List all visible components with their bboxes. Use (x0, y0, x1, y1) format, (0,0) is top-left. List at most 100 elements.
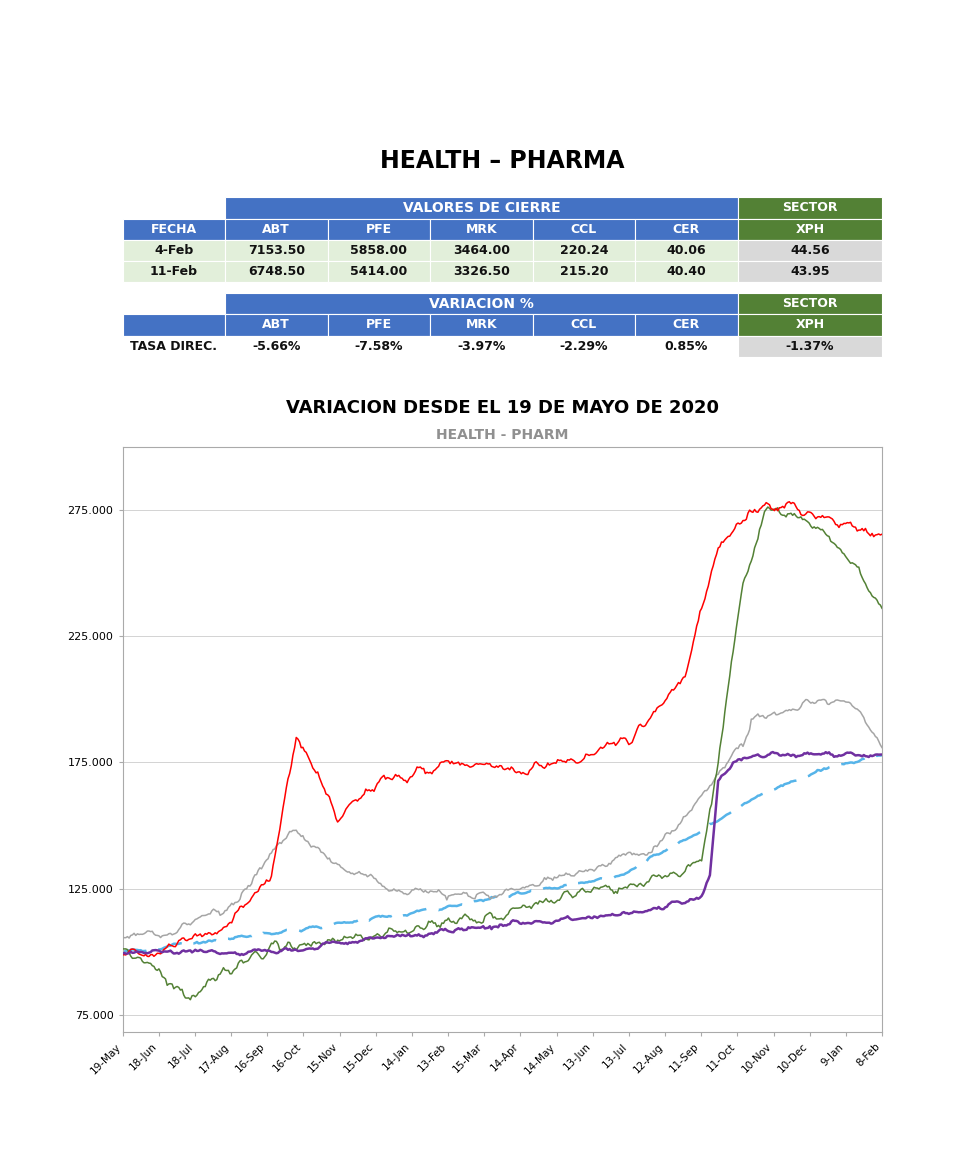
MRK (818, 693, 830, 706)
MRK (371, 875, 383, 889)
Text: 4-Feb: 4-Feb (154, 244, 193, 258)
ABT (527, 760, 539, 774)
Text: VALORES DE CIERRE: VALORES DE CIERRE (403, 201, 561, 215)
Bar (635, 261, 738, 282)
Text: 0.85%: 0.85% (664, 340, 709, 353)
Text: HEALTH – PHARMA: HEALTH – PHARMA (380, 148, 624, 173)
Text: -1.37%: -1.37% (786, 340, 834, 353)
Bar (635, 335, 738, 357)
PFE (371, 927, 383, 941)
Bar (738, 314, 882, 335)
Text: ABT: ABT (263, 223, 290, 235)
Text: XPH: XPH (796, 223, 824, 235)
Bar (225, 314, 327, 335)
CER (119, 944, 130, 958)
CCL (117, 947, 128, 960)
MRK (117, 930, 128, 944)
PFE (117, 942, 128, 956)
CER (371, 909, 383, 923)
Bar (738, 218, 882, 240)
Bar (533, 240, 635, 261)
Line: ABT: ABT (122, 502, 882, 957)
Text: 40.40: 40.40 (666, 266, 707, 278)
CCL (371, 930, 383, 944)
Bar (738, 293, 882, 314)
Bar (738, 335, 882, 357)
CCL (876, 747, 888, 761)
Bar (225, 282, 327, 304)
Bar (533, 218, 635, 240)
ABT (752, 506, 763, 520)
Bar (327, 282, 430, 304)
Text: FECHA: FECHA (151, 223, 197, 235)
CER (133, 943, 145, 957)
CCL (760, 749, 772, 763)
Line: CER: CER (122, 755, 882, 951)
Bar (738, 282, 882, 304)
Text: -5.66%: -5.66% (252, 340, 301, 353)
PFE (131, 950, 143, 964)
Text: 43.95: 43.95 (790, 266, 830, 278)
ABT (143, 950, 155, 964)
Text: -7.58%: -7.58% (355, 340, 403, 353)
Text: PFE: PFE (366, 223, 392, 235)
CCL (752, 747, 763, 761)
Text: SECTOR: SECTOR (782, 297, 838, 310)
Bar (327, 335, 430, 357)
Bar (635, 314, 738, 335)
CCL (732, 753, 744, 767)
Bar (122, 197, 225, 218)
Bar (122, 218, 225, 240)
Bar (430, 261, 533, 282)
Bar (327, 240, 430, 261)
MRK (760, 711, 772, 725)
Bar (635, 240, 738, 261)
PFE (752, 532, 763, 546)
CER (527, 884, 539, 898)
ABT (732, 516, 744, 530)
Text: CER: CER (673, 319, 700, 332)
CER (117, 944, 128, 958)
MRK (133, 928, 145, 942)
Bar (122, 261, 225, 282)
MRK (732, 741, 744, 755)
Bar (430, 335, 533, 357)
Text: MRK: MRK (466, 319, 497, 332)
CCL (131, 944, 143, 958)
Text: CCL: CCL (570, 223, 597, 235)
Bar (635, 218, 738, 240)
Bar (533, 335, 635, 357)
Title: HEALTH - PHARM: HEALTH - PHARM (436, 428, 568, 442)
CER (760, 785, 772, 799)
ABT (760, 495, 772, 509)
ABT (117, 948, 128, 962)
Text: TASA DIREC.: TASA DIREC. (130, 340, 218, 353)
MRK (876, 740, 888, 754)
PFE (761, 500, 773, 514)
Bar (225, 261, 327, 282)
MRK (123, 931, 135, 945)
Text: VARIACION DESDE EL 19 DE MAYO DE 2020: VARIACION DESDE EL 19 DE MAYO DE 2020 (286, 399, 718, 416)
Bar (122, 335, 225, 357)
Bar (430, 240, 533, 261)
MRK (527, 878, 539, 892)
Text: ABT: ABT (263, 319, 290, 332)
Text: -3.97%: -3.97% (458, 340, 506, 353)
Text: 11-Feb: 11-Feb (150, 266, 198, 278)
Line: CCL: CCL (122, 752, 882, 955)
Text: CCL: CCL (570, 319, 597, 332)
Bar (225, 240, 327, 261)
Bar (225, 335, 327, 357)
Bar (738, 197, 882, 218)
Bar (122, 314, 225, 335)
Text: VARIACION %: VARIACION % (429, 297, 534, 311)
Bar (122, 240, 225, 261)
Bar (533, 261, 635, 282)
Text: -2.29%: -2.29% (560, 340, 609, 353)
Text: SECTOR: SECTOR (782, 202, 838, 215)
Text: 6748.50: 6748.50 (248, 266, 305, 278)
Bar (533, 282, 635, 304)
Bar (225, 218, 327, 240)
Text: 215.20: 215.20 (560, 266, 609, 278)
Text: 5414.00: 5414.00 (350, 266, 408, 278)
